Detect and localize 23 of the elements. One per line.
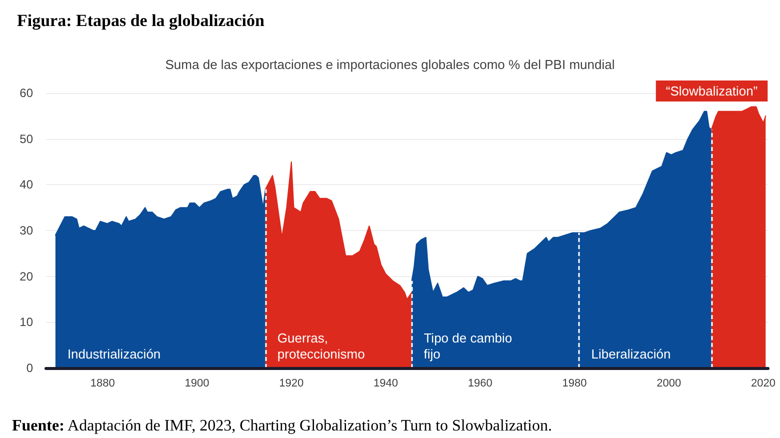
series-label: Industrialización (67, 346, 161, 362)
y-tick-label: 10 (20, 315, 34, 330)
series-label: “Slowbalization” (666, 84, 758, 98)
source-note: Fuente: Adaptación de IMF, 2023, Charting Globalization’s Turn to Slowbalization. (12, 418, 552, 434)
y-tick-label: 60 (20, 86, 34, 100)
x-tick-label: 2020 (751, 378, 776, 390)
x-tick-label: 1880 (90, 378, 115, 390)
chart-subtitle: Suma de las exportaciones e importaciones globales como % del PBI mundial (165, 57, 615, 72)
x-tick-label: 1900 (184, 378, 210, 390)
series-label: Liberalización (591, 346, 671, 362)
y-tick-label: 30 (20, 224, 34, 238)
x-tick-label: 1960 (468, 378, 492, 390)
x-tick-label: 1920 (279, 378, 304, 390)
y-tick-label: 20 (20, 269, 34, 284)
x-tick-label: 1980 (562, 378, 587, 390)
x-tick-label: 1940 (374, 378, 398, 390)
x-tick-label: 2000 (656, 378, 682, 390)
y-tick-label: 50 (20, 132, 34, 146)
series-label: Tipo de cambio fijo (424, 330, 512, 362)
chart-title: Figura: Etapas de la globalización (17, 11, 265, 30)
y-tick-label: 0 (26, 361, 34, 375)
series-label: Guerras, proteccionismo (277, 330, 365, 362)
y-tick-label: 40 (20, 178, 34, 192)
